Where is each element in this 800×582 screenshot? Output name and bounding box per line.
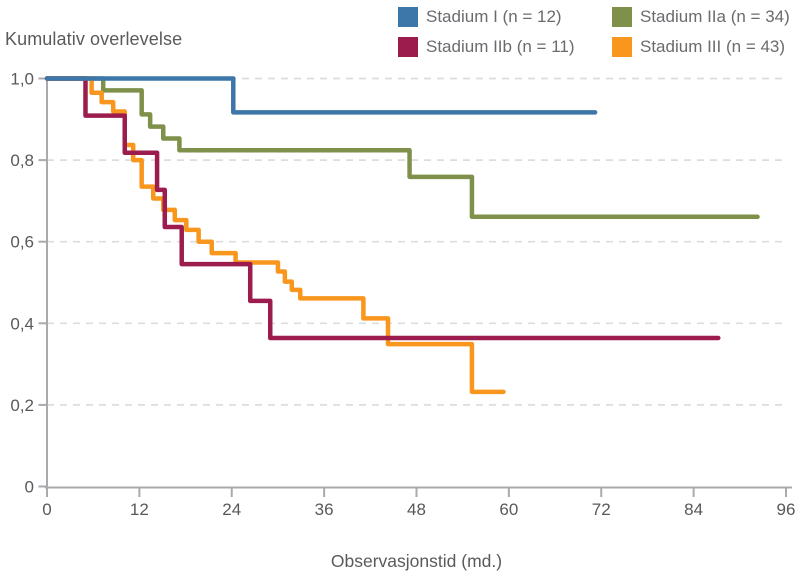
x-tick-label: 36 xyxy=(315,500,334,519)
legend-label-stadium-i: Stadium I (n = 12) xyxy=(426,7,562,26)
legend-item-stadium-i: Stadium I (n = 12) xyxy=(398,7,562,27)
x-tick-label: 48 xyxy=(407,500,426,519)
x-axis-title: Observasjonstid (md.) xyxy=(331,551,502,571)
x-tick-label: 96 xyxy=(777,500,796,519)
x-tick-label: 84 xyxy=(684,500,703,519)
x-tick-label: 12 xyxy=(130,500,149,519)
curve-stadium-iib xyxy=(44,76,721,341)
legend-swatch-stadium-iia xyxy=(612,7,632,27)
y-tick-label: 0,6 xyxy=(10,233,34,252)
x-tick-label: 24 xyxy=(222,500,241,519)
x-tick-label: 72 xyxy=(592,500,611,519)
x-tick-label: 0 xyxy=(42,500,51,519)
legend-item-stadium-iii: Stadium III (n = 43) xyxy=(612,37,785,57)
curve-stadium-iia xyxy=(44,76,760,220)
legend-label-stadium-iia: Stadium IIa (n = 34) xyxy=(640,7,790,26)
legend-swatch-stadium-i xyxy=(398,7,418,27)
chart-title: Kumulativ overlevelse xyxy=(5,29,183,49)
x-tick-label: 60 xyxy=(499,500,518,519)
legend-swatch-stadium-iii xyxy=(612,37,632,57)
curve-stadium-i xyxy=(44,76,598,115)
legend-item-stadium-iib: Stadium IIb (n = 11) xyxy=(398,37,575,57)
legend-item-stadium-iia: Stadium IIa (n = 34) xyxy=(612,7,790,27)
legend-swatch-stadium-iib xyxy=(398,37,418,57)
y-tick-label: 0 xyxy=(25,478,34,497)
curve-stadium-iii xyxy=(44,76,506,395)
legend-label-stadium-iib: Stadium IIb (n = 11) xyxy=(426,37,575,56)
y-tick-label: 0,8 xyxy=(10,151,34,170)
y-tick-label: 0,4 xyxy=(10,314,34,333)
legend-label-stadium-iii: Stadium III (n = 43) xyxy=(640,37,786,56)
y-tick-label: 0,2 xyxy=(10,396,34,415)
y-tick-label: 1,0 xyxy=(10,70,34,89)
